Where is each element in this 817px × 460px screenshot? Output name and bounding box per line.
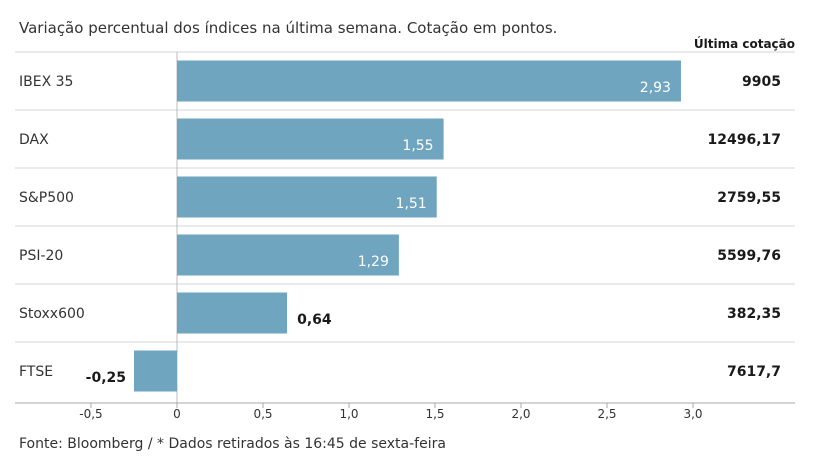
bar — [177, 60, 681, 102]
quote-value: 5599,76 — [717, 248, 781, 264]
quote-value: 2759,55 — [717, 190, 781, 206]
category-label: PSI-20 — [19, 248, 63, 264]
x-tick-label: -0,5 — [79, 407, 102, 421]
bars-layer: 2,93 1,55 1,51 1,29 0,64 -0,25 — [86, 60, 681, 392]
x-tick-label: 2,0 — [511, 407, 530, 421]
quote-value: 382,35 — [727, 306, 781, 322]
data-label: 0,64 — [297, 312, 332, 328]
x-tick-label: 0 — [173, 407, 181, 421]
x-tick-label: 1,5 — [425, 407, 444, 421]
bar — [177, 176, 437, 218]
category-label: Stoxx600 — [19, 306, 85, 322]
rows-layer: IBEX 35 9905 DAX 12496,17 S&P500 2759,55 PSI-2… — [15, 51, 795, 403]
data-label: 1,51 — [396, 196, 427, 212]
x-tick-label: 2,5 — [597, 407, 616, 421]
x-tick-label: 0,5 — [253, 407, 272, 421]
category-label: IBEX 35 — [19, 74, 73, 90]
data-label: 2,93 — [640, 80, 671, 96]
chart-source: Fonte: Bloomberg / * Dados retirados às … — [19, 436, 446, 452]
quote-column-header: Última cotação — [694, 36, 795, 51]
bar — [134, 350, 177, 392]
bar — [177, 118, 444, 160]
category-label: FTSE — [19, 364, 53, 380]
chart-subtitle: Variação percentual dos índices na últim… — [19, 19, 557, 37]
quote-value: 7617,7 — [727, 364, 781, 380]
x-tick-label: 3,0 — [683, 407, 702, 421]
x-axis: -0,5 0 0,5 1,0 1,5 2,0 2,5 3,0 — [15, 402, 795, 421]
data-label: 1,29 — [358, 254, 389, 270]
quote-value: 9905 — [742, 74, 781, 90]
category-label: S&P500 — [19, 190, 74, 206]
bar — [177, 234, 399, 276]
data-label: -0,25 — [86, 370, 126, 386]
x-tick-label: 1,0 — [339, 407, 358, 421]
category-label: DAX — [19, 132, 49, 148]
quote-value: 12496,17 — [707, 132, 781, 148]
bar — [177, 292, 288, 334]
data-label: 1,55 — [402, 138, 433, 154]
